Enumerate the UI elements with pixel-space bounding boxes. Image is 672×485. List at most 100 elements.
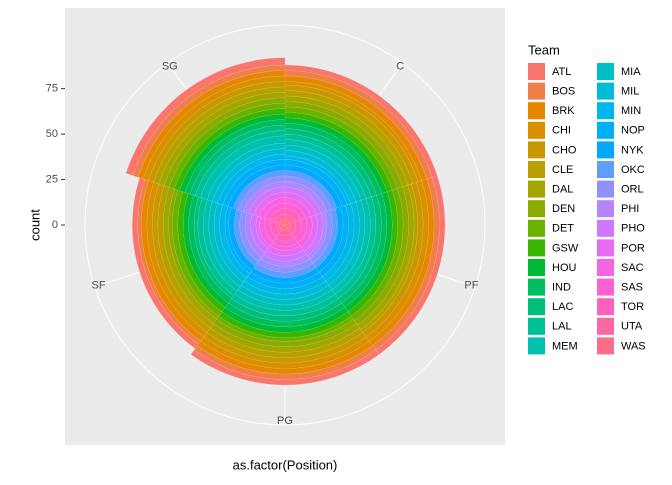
legend-key	[597, 102, 614, 120]
wedge-segment	[148, 81, 286, 183]
wedge-segment	[237, 284, 333, 306]
wedge-segment	[203, 332, 367, 364]
wedge-segment	[142, 75, 286, 181]
wedge-segment	[354, 186, 409, 326]
wedge-segment	[212, 148, 286, 204]
wedge-segment	[271, 237, 299, 248]
wedge-segment	[284, 181, 327, 214]
wedge-segment	[157, 185, 214, 329]
legend-label: SAS	[621, 282, 643, 294]
legend-key	[597, 121, 614, 139]
legend-key	[528, 200, 545, 218]
wedge-segment	[237, 175, 286, 212]
legend-label: MIA	[621, 66, 641, 78]
legend-label: OKC	[621, 164, 645, 176]
wedge-segment	[232, 170, 286, 211]
legend-key	[528, 63, 545, 80]
legend-label: WAS	[621, 340, 646, 352]
x-tick-label: C	[396, 60, 404, 72]
wedge-segment	[197, 340, 373, 375]
legend-label: IND	[552, 282, 571, 294]
legend-key	[597, 63, 614, 80]
y-axis-title: count	[27, 209, 42, 241]
legend-label: BOS	[552, 86, 575, 98]
wedge-segment	[307, 211, 327, 260]
wedge-segment	[199, 135, 286, 201]
legend-label: MIN	[621, 105, 641, 117]
legend-key	[597, 317, 614, 335]
legend-key	[528, 317, 545, 335]
legend-label: UTA	[621, 321, 643, 333]
wedge-segment	[209, 323, 361, 353]
x-tick-label: PF	[464, 279, 478, 291]
wedge-segment	[174, 108, 286, 192]
legend-label: CLE	[552, 164, 573, 176]
wedge-segment	[243, 181, 286, 214]
wedge-segment	[222, 159, 286, 207]
y-tick-label: 50	[46, 128, 58, 140]
wedge-segment	[325, 201, 360, 286]
wedge-segment	[221, 307, 349, 333]
wedge-segment	[224, 302, 346, 328]
legend-key	[597, 200, 614, 218]
legend-key	[528, 298, 545, 316]
legend-key	[528, 219, 545, 237]
wedge-segment	[357, 184, 415, 330]
wedge-segment	[248, 186, 286, 216]
legend-title: Team	[528, 42, 560, 57]
wedge-segment	[263, 202, 286, 221]
legend-key	[528, 141, 545, 159]
wedge-segment	[216, 315, 354, 342]
y-tick-label: 75	[46, 83, 58, 95]
wedge-segment	[256, 258, 314, 273]
x-axis-title: as.factor(Position)	[233, 457, 338, 472]
wedge-segment	[162, 187, 217, 324]
legend-label: DET	[552, 223, 574, 235]
x-tick-label: PG	[277, 415, 293, 427]
legend-label: PHO	[621, 223, 645, 235]
wedge-segment	[284, 159, 348, 207]
legend-key	[528, 278, 545, 296]
legend-label: ORL	[621, 184, 644, 196]
wedge-segment	[284, 186, 322, 216]
legend-label: LAC	[552, 301, 573, 313]
wedge-segment	[303, 212, 324, 257]
wedge-segment	[269, 242, 301, 251]
legend-key	[528, 239, 545, 257]
legend-label: CHO	[552, 144, 577, 156]
legend-label: SAC	[621, 262, 644, 274]
wedge-segment	[334, 196, 377, 299]
legend-key	[528, 259, 545, 276]
wedge-segment	[284, 144, 362, 203]
wedge-segment	[253, 192, 286, 217]
legend-key	[597, 82, 614, 100]
wedge-segment	[260, 254, 310, 268]
wedge-segment	[274, 213, 286, 224]
x-tick-label: SF	[92, 279, 106, 291]
wedge-segment	[278, 229, 292, 237]
legend-key	[597, 219, 614, 237]
wedge-segment	[218, 311, 352, 338]
wedge-segment	[300, 214, 318, 252]
wedge-segment	[331, 198, 371, 295]
legend-key	[528, 82, 545, 100]
wedge-segment	[284, 122, 383, 196]
wedge-segment	[194, 130, 286, 198]
legend-key	[528, 180, 545, 198]
legend-label: GSW	[552, 242, 579, 254]
legend-label: PHI	[621, 203, 639, 215]
legend-key	[528, 337, 545, 355]
wedge-segment	[270, 220, 281, 238]
wedge-segment	[184, 119, 286, 195]
wedge-segment	[318, 205, 349, 277]
legend-key	[597, 298, 614, 316]
legend-label: CHI	[552, 125, 571, 137]
wedge-segment	[284, 75, 428, 181]
legend-label: ATL	[552, 66, 571, 78]
legend-label: DAL	[552, 184, 573, 196]
wedge-segment	[179, 113, 286, 193]
wedge-segment	[264, 218, 277, 242]
wedge-segment	[163, 97, 286, 188]
wedge-segment	[284, 155, 352, 206]
